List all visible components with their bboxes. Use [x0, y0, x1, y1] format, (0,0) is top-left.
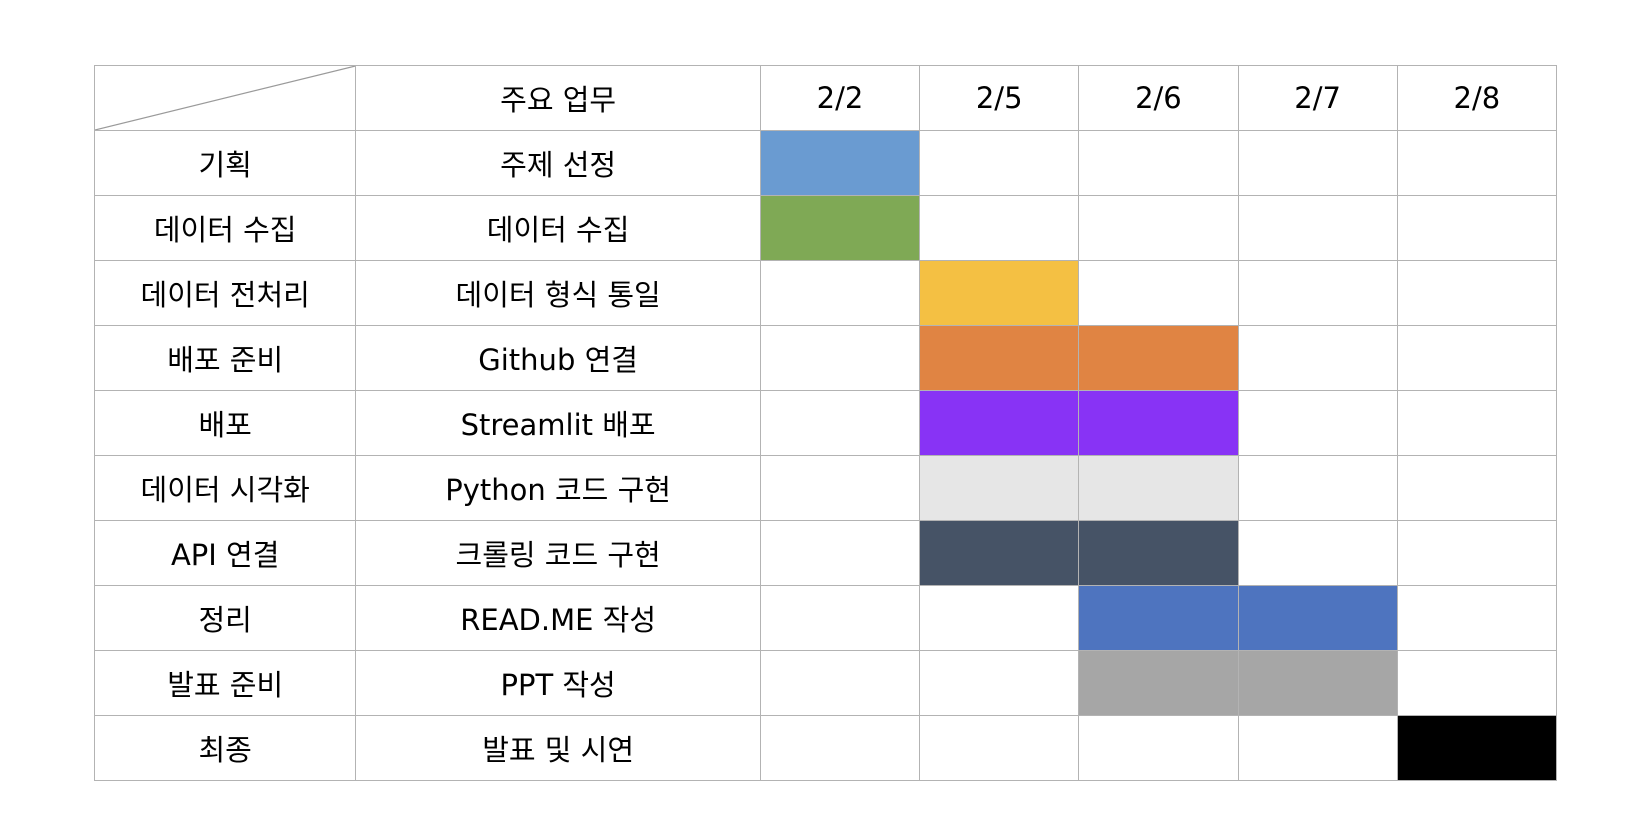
timeline-bar-cell — [919, 455, 1080, 521]
timeline-bar-cell — [759, 195, 921, 261]
schedule-row: 기획 주제 선정 — [93, 130, 1558, 196]
task-cell: 데이터 수집 — [355, 195, 761, 261]
timeline-bar-cell — [759, 130, 921, 196]
timeline-bar-cell — [919, 260, 1080, 326]
timeline-empty-cell — [759, 715, 921, 781]
timeline-empty-cell — [1237, 260, 1398, 326]
timeline-empty-cell — [919, 585, 1080, 651]
stage-cell: 배포 준비 — [93, 325, 357, 391]
diagonal-line — [95, 66, 355, 130]
timeline-empty-cell — [1078, 130, 1239, 196]
timeline-empty-cell — [1237, 390, 1398, 456]
schedule-row: 정리 READ.ME 작성 — [93, 585, 1558, 651]
schedule-row: 배포 준비 Github 연결 — [93, 325, 1558, 391]
date-header: 2/7 — [1237, 65, 1398, 131]
timeline-empty-cell — [919, 650, 1080, 716]
timeline-empty-cell — [759, 585, 921, 651]
timeline-empty-cell — [1396, 195, 1558, 261]
timeline-bar-cell — [919, 390, 1080, 456]
timeline-empty-cell — [1237, 130, 1398, 196]
schedule-table: 주요 업무 2/2 2/5 2/6 2/7 2/8 기획 주제 선정 데이터 수집 데… — [93, 65, 1558, 781]
timeline-empty-cell — [1396, 520, 1558, 586]
stage-cell: 데이터 전처리 — [93, 260, 357, 326]
schedule-row: 데이터 시각화 Python 코드 구현 — [93, 455, 1558, 521]
stage-cell: API 연결 — [93, 520, 357, 586]
timeline-empty-cell — [759, 650, 921, 716]
timeline-empty-cell — [759, 520, 921, 586]
timeline-empty-cell — [1237, 195, 1398, 261]
timeline-bar-cell — [1396, 715, 1558, 781]
timeline-empty-cell — [759, 455, 921, 521]
timeline-empty-cell — [759, 325, 921, 391]
stage-cell: 배포 — [93, 390, 357, 456]
timeline-bar-cell — [1237, 650, 1398, 716]
task-cell: 주제 선정 — [355, 130, 761, 196]
timeline-empty-cell — [1237, 455, 1398, 521]
timeline-empty-cell — [759, 260, 921, 326]
stage-cell: 최종 — [93, 715, 357, 781]
schedule-row: 배포 Streamlit 배포 — [93, 390, 1558, 456]
task-column-header: 주요 업무 — [355, 65, 761, 131]
timeline-bar-cell — [1078, 455, 1239, 521]
timeline-empty-cell — [919, 195, 1080, 261]
timeline-bar-cell — [1078, 325, 1239, 391]
timeline-empty-cell — [1396, 650, 1558, 716]
timeline-empty-cell — [1396, 130, 1558, 196]
timeline-bar-cell — [1237, 585, 1398, 651]
task-cell: Python 코드 구현 — [355, 455, 761, 521]
timeline-empty-cell — [919, 130, 1080, 196]
schedule-row: 발표 준비 PPT 작성 — [93, 650, 1558, 716]
schedule-row: API 연결 크롤링 코드 구현 — [93, 520, 1558, 586]
date-header: 2/2 — [759, 65, 921, 131]
timeline-empty-cell — [1396, 325, 1558, 391]
timeline-empty-cell — [919, 715, 1080, 781]
timeline-empty-cell — [1396, 260, 1558, 326]
date-header: 2/6 — [1078, 65, 1239, 131]
timeline-bar-cell — [919, 325, 1080, 391]
timeline-empty-cell — [1396, 455, 1558, 521]
timeline-empty-cell — [1078, 195, 1239, 261]
timeline-bar-cell — [1078, 650, 1239, 716]
schedule-row: 데이터 전처리 데이터 형식 통일 — [93, 260, 1558, 326]
stage-cell: 정리 — [93, 585, 357, 651]
stage-cell: 데이터 시각화 — [93, 455, 357, 521]
timeline-bar-cell — [1078, 520, 1239, 586]
timeline-bar-cell — [1078, 585, 1239, 651]
timeline-empty-cell — [759, 390, 921, 456]
timeline-bar-cell — [1078, 390, 1239, 456]
timeline-empty-cell — [1237, 715, 1398, 781]
timeline-empty-cell — [1396, 390, 1558, 456]
date-header: 2/5 — [919, 65, 1080, 131]
task-cell: PPT 작성 — [355, 650, 761, 716]
task-cell: Github 연결 — [355, 325, 761, 391]
header-row: 주요 업무 2/2 2/5 2/6 2/7 2/8 — [93, 65, 1558, 131]
stage-cell: 데이터 수집 — [93, 195, 357, 261]
timeline-empty-cell — [1078, 260, 1239, 326]
timeline-bar-cell — [919, 520, 1080, 586]
schedule-row: 데이터 수집 데이터 수집 — [93, 195, 1558, 261]
corner-cell — [93, 65, 357, 131]
timeline-empty-cell — [1237, 520, 1398, 586]
stage-cell: 기획 — [93, 130, 357, 196]
timeline-empty-cell — [1237, 325, 1398, 391]
task-cell: 데이터 형식 통일 — [355, 260, 761, 326]
task-cell: Streamlit 배포 — [355, 390, 761, 456]
date-header: 2/8 — [1396, 65, 1558, 131]
task-cell: 발표 및 시연 — [355, 715, 761, 781]
task-cell: READ.ME 작성 — [355, 585, 761, 651]
timeline-empty-cell — [1078, 715, 1239, 781]
task-cell: 크롤링 코드 구현 — [355, 520, 761, 586]
schedule-row: 최종 발표 및 시연 — [93, 715, 1558, 781]
stage-cell: 발표 준비 — [93, 650, 357, 716]
timeline-empty-cell — [1396, 585, 1558, 651]
